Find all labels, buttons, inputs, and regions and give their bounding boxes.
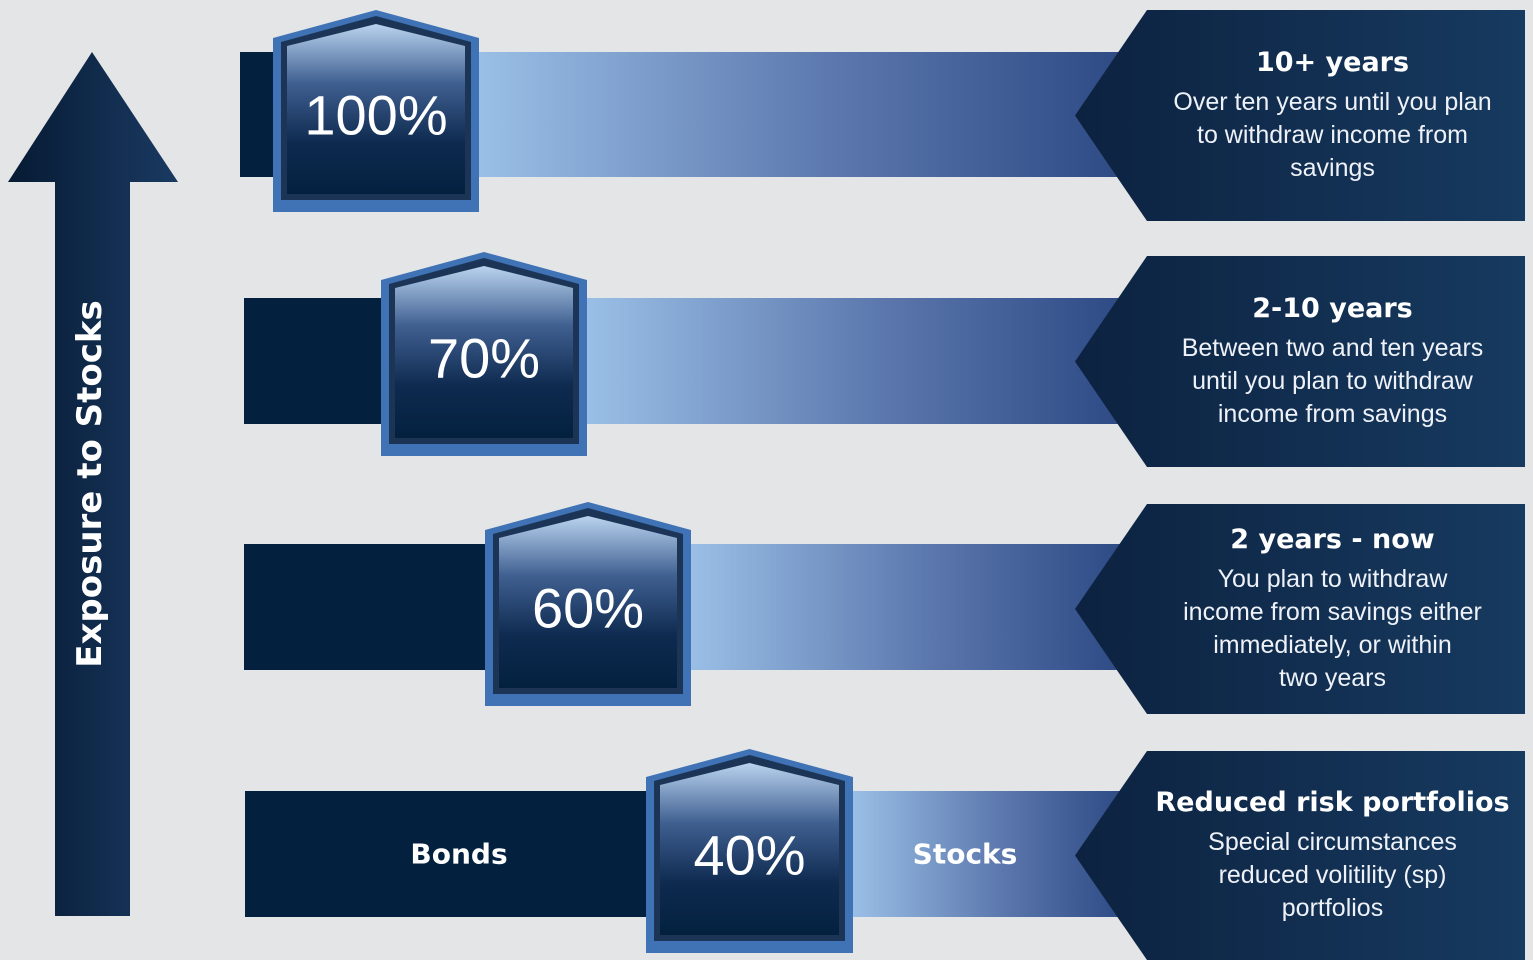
description-line: to withdraw income from: [1197, 120, 1468, 149]
stocks-label: Stocks: [912, 837, 1018, 871]
time-horizon-info: Reduced risk portfolios Special circumsta…: [1140, 751, 1525, 960]
axis-arrow: [8, 52, 178, 916]
time-horizon-title: Reduced risk portfolios: [1155, 786, 1510, 818]
bonds-bar: [244, 544, 487, 670]
stock-percent: 40%: [693, 823, 806, 887]
description-line: Between two and ten years: [1181, 333, 1484, 362]
description-line: Special circumstances: [1208, 827, 1457, 856]
description-line: until you plan to withdraw: [1192, 366, 1473, 395]
badge-fill: [395, 266, 573, 438]
badge-fill: [499, 516, 677, 688]
time-horizon-info: 2 years - now You plan to withdraw income …: [1140, 504, 1525, 714]
description-line: immediately, or within: [1213, 630, 1452, 659]
time-horizon-info: 2-10 years Between two and ten years until…: [1140, 256, 1525, 467]
info-panel: [1075, 504, 1525, 714]
stock-percent: 100%: [304, 83, 448, 147]
bonds-bar: [245, 791, 648, 917]
info-panel: [1075, 751, 1525, 960]
time-horizon-title: 2 years - now: [1230, 523, 1435, 555]
badge-fill: [287, 24, 465, 194]
bonds-label: Bonds: [410, 837, 508, 871]
bonds-bar: [244, 298, 383, 424]
description-line: reduced volitility (sp): [1218, 860, 1447, 889]
info-panel: [1075, 10, 1525, 221]
description-line: You plan to withdraw: [1217, 564, 1448, 593]
time-horizon-title: 10+ years: [1255, 46, 1410, 78]
stock-percent: 60%: [531, 576, 645, 640]
info-panel: [1075, 256, 1525, 467]
description-line: income from savings either: [1183, 597, 1482, 626]
tier-row: [245, 749, 1525, 960]
stock-percent: 70%: [427, 326, 541, 390]
stocks-bar: [691, 544, 1125, 670]
tier-row: [244, 252, 1525, 467]
axis-label: Exposure to Stocks: [70, 300, 110, 668]
description-line: portfolios: [1281, 893, 1384, 922]
time-horizon-description: You plan to withdraw income from savings …: [1183, 563, 1482, 695]
stocks-bar: [587, 298, 1125, 424]
time-horizon-description: Between two and ten years until you plan …: [1182, 332, 1484, 431]
description-line: Over ten years until you plan: [1173, 87, 1492, 116]
description-line: savings: [1290, 153, 1375, 182]
badge-fill: [660, 763, 839, 935]
stocks-bar: [479, 52, 1125, 177]
bonds-bar: [240, 52, 275, 177]
time-horizon-description: Special circumstances reduced volitility …: [1208, 826, 1457, 925]
time-horizon-title: 2-10 years: [1252, 292, 1413, 324]
time-horizon-info: 10+ years Over ten years until you plan to…: [1140, 10, 1525, 221]
description-line: income from savings: [1217, 399, 1448, 428]
time-horizon-description: Over ten years until you plan to withdraw…: [1173, 86, 1491, 185]
description-line: two years: [1279, 663, 1386, 692]
tier-row: [240, 10, 1525, 221]
tier-row: [244, 502, 1525, 714]
